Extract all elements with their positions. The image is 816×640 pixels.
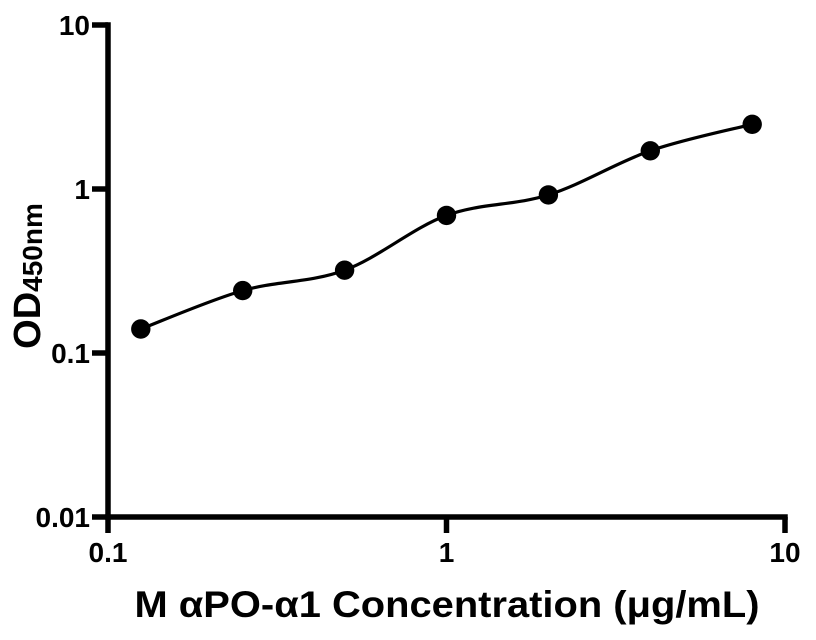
data-point [538,185,559,205]
data-point [436,205,457,226]
y-axis-title: OD450nm [7,203,49,349]
y-axis-title-main: OD [7,292,49,349]
x-tick-label: 1 [439,537,455,568]
axes [105,22,788,520]
y-tick-label: 1 [74,174,90,205]
y-axis-title-subscript: 450nm [17,203,48,292]
x-tick-label: 0.1 [89,537,128,568]
x-tick-label: 10 [769,537,800,568]
fit-curve [140,122,753,331]
y-tick-label: 0.01 [36,502,91,533]
data-point [742,114,762,134]
x-ticks: 0.1 1 10 [89,517,801,568]
data-point [334,260,355,280]
data-point [131,319,151,339]
data-points [131,114,762,339]
data-point [640,141,660,161]
y-tick-label: 10 [59,10,90,41]
fit-curve-group [140,122,753,331]
y-ticks: 0.01 0.1 1 10 [36,10,108,533]
data-point [233,280,253,301]
y-tick-label: 0.1 [51,338,90,369]
x-axis-title: M αPO-α1 Concentration (μg/mL) [135,584,760,625]
